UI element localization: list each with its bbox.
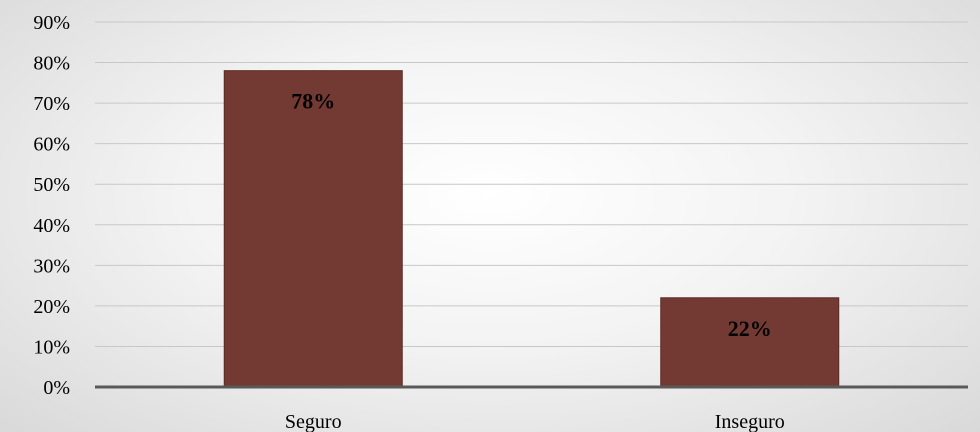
y-tick-label-40: 40% bbox=[33, 215, 70, 237]
y-axis-tick-labels: 0% 10% 20% 30% 40% 50% 60% 70% 80% 90% bbox=[33, 12, 70, 399]
y-tick-label-50: 50% bbox=[33, 174, 70, 196]
bar-seguro bbox=[223, 70, 403, 388]
data-labels: 78% 22% bbox=[291, 89, 772, 341]
y-tick-label-0: 0% bbox=[43, 377, 70, 399]
y-tick-label-10: 10% bbox=[33, 336, 70, 358]
x-category-label-inseguro: Inseguro bbox=[715, 411, 785, 432]
y-tick-label-80: 80% bbox=[33, 53, 70, 75]
bar-inseguro bbox=[660, 297, 840, 388]
x-axis-category-labels: Seguro Inseguro bbox=[285, 411, 785, 432]
y-tick-label-30: 30% bbox=[33, 255, 70, 277]
y-tick-label-60: 60% bbox=[33, 134, 70, 156]
data-label-seguro: 78% bbox=[291, 89, 335, 114]
y-tick-label-20: 20% bbox=[33, 296, 70, 318]
data-label-inseguro: 22% bbox=[728, 316, 772, 341]
x-category-label-seguro: Seguro bbox=[285, 411, 342, 432]
y-tick-label-70: 70% bbox=[33, 93, 70, 115]
y-tick-label-90: 90% bbox=[33, 12, 70, 34]
bars bbox=[223, 70, 840, 388]
